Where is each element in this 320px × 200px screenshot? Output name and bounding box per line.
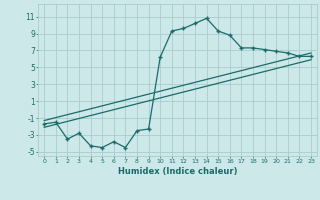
X-axis label: Humidex (Indice chaleur): Humidex (Indice chaleur) [118, 167, 237, 176]
